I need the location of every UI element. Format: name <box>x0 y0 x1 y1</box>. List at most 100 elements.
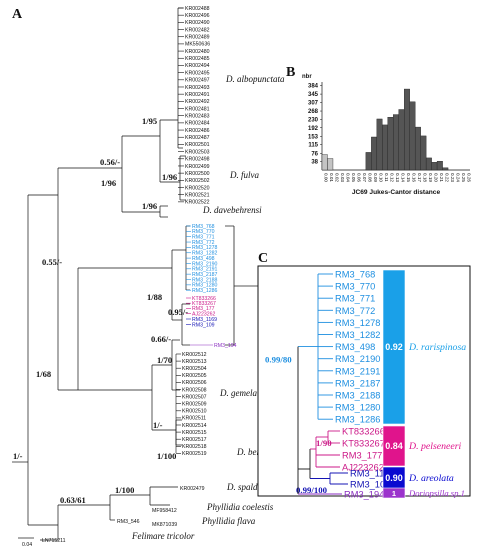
tree-leaf: KR002486 <box>185 128 210 134</box>
species-bertschi: D. bertschi <box>236 447 277 457</box>
c-box-value: 1 <box>392 489 396 498</box>
tree-leaf: KR002513 <box>182 359 207 365</box>
tree-leaf: KR002484 <box>185 121 210 127</box>
hist-xtick: 0.24 <box>455 173 460 182</box>
tree-leaf: KR002492 <box>185 99 210 105</box>
hist-bar <box>321 154 328 171</box>
hist-xtick: 0.19 <box>428 173 433 182</box>
species-fulva: D. fulva <box>229 170 259 180</box>
hist-bar <box>371 136 378 171</box>
hist-xtick: 0.03 <box>340 173 345 182</box>
hist-ytick: 384 <box>308 84 319 90</box>
hist-xtick: 0.02 <box>335 173 340 182</box>
hist-bar <box>376 118 383 171</box>
c-box-value: 0.84 <box>385 441 403 451</box>
support-1-96-dave: 1/96 <box>142 201 157 211</box>
tree-leaf: KR002518 <box>182 444 207 450</box>
hist-bar <box>327 158 334 171</box>
c-leaf-blue: RM3_2187 <box>335 378 380 388</box>
hist-xtick: 0.15 <box>406 173 411 182</box>
panel-c-zoom-tree: RM3_768 RM3_770 RM3_771 RM3_772 RM3_1278 RM3_… <box>265 270 466 500</box>
tree-leaf: KR002505 <box>182 373 207 379</box>
tree-leaf: MK871039 <box>152 522 177 528</box>
support-root: 1/- <box>13 451 23 461</box>
hist-xtick: 0.22 <box>444 173 449 182</box>
c-box-species: D. rarispinosa <box>408 342 466 353</box>
tree-leaf: RM3_2190 <box>192 261 217 267</box>
hist-xtick: 0.21 <box>439 173 444 182</box>
tree-leaf: KR002501 <box>185 142 210 148</box>
support-095: 0.95/- <box>168 307 188 317</box>
tree-leaf: KR002479 <box>180 486 205 492</box>
support-055: 0.55/- <box>42 257 62 267</box>
panel-c-frame <box>257 265 471 497</box>
tree-leaf: RM3_2187 <box>192 272 217 278</box>
tree-leaf: KR002489 <box>185 35 210 41</box>
support-1-96-upper: 1/96 <box>101 178 116 188</box>
hist-ytick: 115 <box>308 143 318 149</box>
hist-xtick: 0.13 <box>395 173 400 182</box>
tree-leaf: KR002507 <box>182 394 207 400</box>
panel-c-label: C <box>258 251 268 266</box>
tree-leaf: RM3_771 <box>192 235 215 241</box>
tree-leaf: KR002494 <box>185 63 210 69</box>
c-leaf-pink: KT833267 <box>342 439 385 449</box>
tree-leaf: KR002490 <box>185 20 210 26</box>
c-support-box <box>382 487 406 499</box>
hist-bar <box>414 126 421 171</box>
hist-bar <box>393 114 399 171</box>
tree-leaf: MK550636 <box>185 42 210 48</box>
hist-xtick: 0.17 <box>417 173 422 182</box>
hist-xtick: 0.06 <box>357 173 362 182</box>
c-box-species: D. pelseneeri <box>408 441 462 452</box>
species-felimare-tricolor: Felimare tricolor <box>131 531 195 541</box>
support-1-96-fulva: 1/96 <box>162 172 177 182</box>
c-leaf-blue: RM3_772 <box>335 306 375 316</box>
support-1-dash: 1/- <box>153 420 163 430</box>
c-leaf-blue: RM3_1286 <box>335 415 380 425</box>
c-leaf-purple: RM3_194 <box>344 490 384 500</box>
species-gemela: D. gemela <box>219 388 257 398</box>
c-leaf-blue: RM3_771 <box>335 294 375 304</box>
support-1-68: 1/68 <box>36 369 51 379</box>
species-davebehrensi: D. davebehrensi <box>202 205 262 215</box>
tree-leaf: KR002500 <box>185 171 210 177</box>
c-leaf-blue: RM3_2191 <box>335 366 380 376</box>
c-leaf-pink: KT833266 <box>342 427 385 437</box>
tree-leaf: KR002498 <box>185 157 210 163</box>
panel-b-label: B <box>286 65 295 80</box>
tree-leaf: RM3_546 <box>117 519 140 525</box>
c-support-box <box>382 269 406 425</box>
tree-leaf: KR002495 <box>185 70 210 76</box>
tree-leaf: KR002483 <box>185 114 210 120</box>
hist-xtick: 0.00 <box>324 173 329 182</box>
support-1-100-phyllidia: 1/100 <box>115 485 134 495</box>
tree-leaf: RM3_2191 <box>192 267 217 273</box>
hist-ytick: 230 <box>308 117 319 123</box>
hist-ytick: 76 <box>311 151 318 157</box>
c-box-species: D. areolata <box>408 473 454 484</box>
hist-xtick: 0.04 <box>346 173 351 182</box>
tree-leaf: KR002512 <box>182 352 207 358</box>
hist-xtick: 0.25 <box>461 173 466 182</box>
c-leaf-blue: RM3_2190 <box>335 354 380 364</box>
c-box-species: Doriopsilla sp.1 <box>408 488 465 498</box>
c-leaf-blue: RM3_1278 <box>335 318 380 328</box>
tree-leaf: KR002522 <box>185 200 210 206</box>
hist-xtick: 0.08 <box>368 173 373 182</box>
hist-bar <box>387 116 394 171</box>
c-leaf-blue: RM3_2188 <box>335 391 380 401</box>
tree-leaf: KR002510 <box>182 409 207 415</box>
tree-leaf: RM3_1280 <box>192 283 217 289</box>
c-leaf-pink: RM3_177 <box>342 451 382 461</box>
hist-bar <box>409 101 416 171</box>
c-box-value: 0.90 <box>385 473 403 483</box>
tree-leaf: KR002499 <box>185 164 210 170</box>
tree-leaf: KR002508 <box>182 387 207 393</box>
tree-leaf: KR002481 <box>185 106 210 112</box>
tree-leaf: KT833267 <box>192 301 216 307</box>
tree-leaf: KR002480 <box>185 49 210 55</box>
hist-ytick: 268 <box>308 109 319 115</box>
phylogenetic-tree <box>12 7 258 541</box>
